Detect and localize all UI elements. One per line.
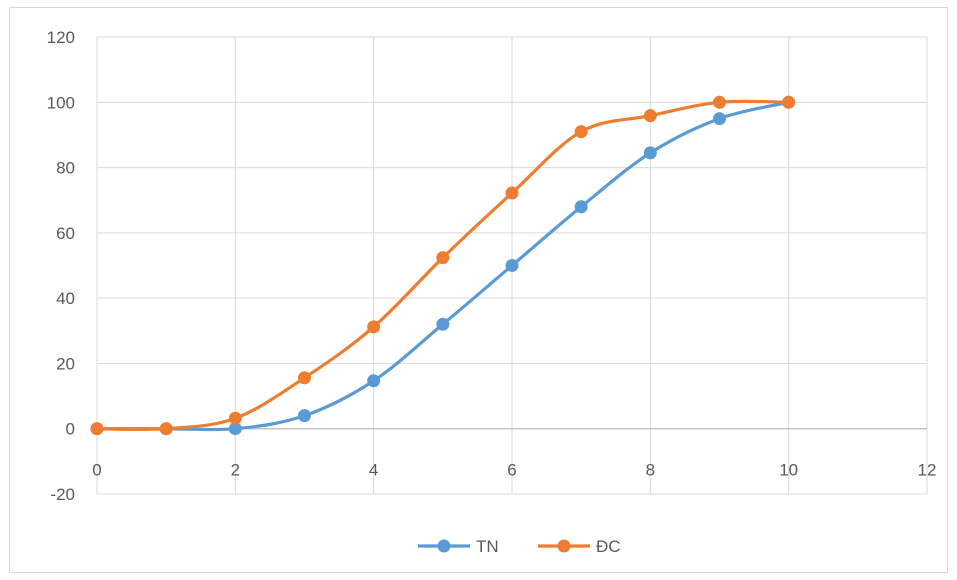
legend-label: ĐC [596,537,621,556]
data-point [367,320,381,334]
data-point [159,422,173,436]
data-point [90,422,104,436]
data-point [574,125,588,139]
x-tick-labels: 0 2 4 6 8 10 12 [92,461,936,480]
data-point [643,109,657,123]
data-point [713,95,726,109]
x-tick-label: 8 [646,461,655,480]
series-line [95,99,791,432]
data-point [643,146,657,160]
series-line [95,100,791,432]
data-point [436,317,450,331]
data-point [228,422,242,436]
y-tick-labels: -20 0 20 40 60 80 100 120 [47,28,75,504]
y-tick-label: 0 [66,420,75,439]
data-point [505,259,519,272]
y-tick-label: 100 [47,93,75,112]
y-tick-label: 120 [47,28,75,47]
x-tick-label: 10 [779,461,798,480]
data-point [436,251,450,265]
data-point [505,186,519,200]
legend-label: TN [476,537,499,556]
y-tick-label: 20 [56,354,75,373]
legend-swatch-marker [557,539,571,553]
y-tick-label: 80 [56,159,75,178]
x-tick-label: 12 [918,461,937,480]
y-tick-label: 60 [56,224,75,243]
data-point [298,371,311,385]
series-dc [90,95,796,436]
data-point [367,374,381,388]
data-point [713,112,726,126]
legend-entry: TN [418,537,499,556]
series-tn [90,95,796,436]
y-tick-label: -20 [50,485,75,504]
data-point [228,411,242,425]
data-point [298,409,311,423]
data-point [782,95,796,109]
series [90,95,796,436]
x-tick-label: 4 [369,461,378,480]
y-tick-label: 40 [56,289,75,308]
x-tick-label: 0 [92,461,101,480]
legend: TN ĐC [418,537,621,556]
x-tick-label: 2 [231,461,240,480]
data-point [574,200,588,214]
x-tick-label: 6 [507,461,516,480]
legend-entry: ĐC [538,537,621,556]
legend-swatch-marker [437,539,451,553]
